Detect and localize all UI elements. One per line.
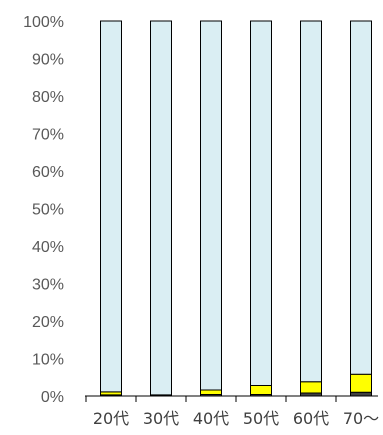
x-axis-labels: 20代 30代 40代 50代 60代 70〜 <box>93 409 379 428</box>
y-tick-label: 40% <box>32 239 64 256</box>
bar-segment-1 <box>350 391 372 397</box>
bar-segment-3 <box>200 20 222 391</box>
bar-segment-2 <box>250 385 272 395</box>
x-category-label: 60代 <box>293 409 329 428</box>
bar-segment-3 <box>250 20 272 386</box>
bar-segment-2 <box>200 389 222 395</box>
bar-segment-2 <box>350 373 372 393</box>
y-tick-label: 90% <box>32 52 64 69</box>
y-tick-label: 50% <box>32 202 64 219</box>
y-tick-label: 10% <box>32 352 64 369</box>
x-category-label: 40代 <box>193 409 229 428</box>
x-axis <box>85 395 378 402</box>
y-tick-label: 0% <box>41 389 64 406</box>
x-category-label: 20代 <box>93 409 129 428</box>
x-category-label: 30代 <box>143 409 179 428</box>
y-tick-label: 70% <box>32 127 64 144</box>
bar-segment-3 <box>350 20 372 375</box>
bar-segment-3 <box>150 20 172 396</box>
y-axis-ticks: 0% 10% 20% 30% 40% 50% 60% 70% 80% 90% 100% <box>23 14 64 406</box>
y-tick-label: 100% <box>23 14 64 31</box>
x-category-label: 70〜 <box>343 409 379 428</box>
bar-segment-3 <box>300 20 322 383</box>
y-tick-label: 80% <box>32 89 64 106</box>
x-category-label: 50代 <box>243 409 279 428</box>
y-tick-label: 60% <box>32 164 64 181</box>
bar-segment-2 <box>300 381 322 394</box>
bars <box>100 20 372 397</box>
y-tick-label: 30% <box>32 277 64 294</box>
y-tick-label: 20% <box>32 314 64 331</box>
bar-segment-3 <box>100 20 122 393</box>
